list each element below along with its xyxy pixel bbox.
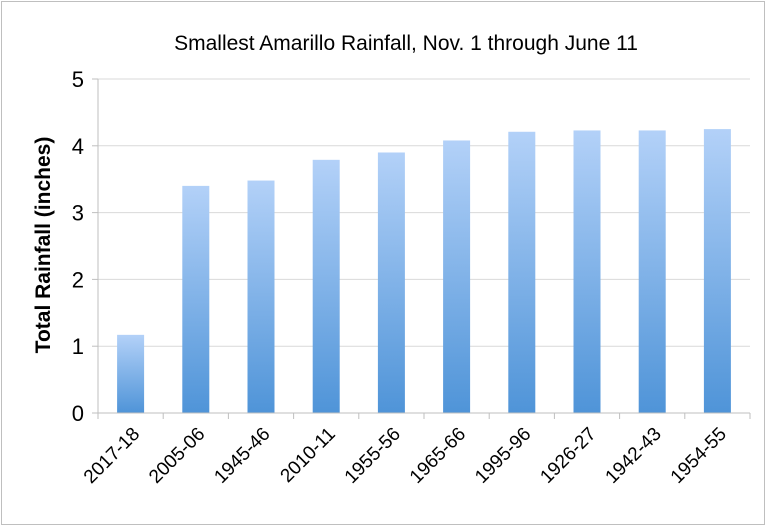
y-tick-label: 4 [72,134,84,159]
bar-2010-11 [312,159,340,413]
x-tick-label: 1926-27 [536,424,600,488]
bar-1965-66 [443,140,471,413]
bar-1942-43 [638,130,666,413]
x-tick-label: 1965-66 [406,424,470,488]
bar-1955-56 [377,152,405,414]
x-tick-label: 1954-55 [667,424,731,488]
bar-2017-18 [117,334,145,413]
x-tick-label: 2010-11 [277,424,340,487]
y-tick-label: 3 [72,201,84,226]
x-tick-label: 2005-06 [145,424,209,488]
y-tick-label: 2 [72,267,84,292]
x-tick-labels: 2017-18 2005-06 1945-46 2010-11 1955-56 1965-… [80,413,751,488]
y-tick-label: 0 [72,401,84,426]
bar-2005-06 [182,185,210,413]
bar-1926-27 [573,130,601,413]
bars [117,129,731,414]
chart-title: Smallest Amarillo Rainfall, Nov. 1 throu… [174,32,638,55]
y-tick-label: 1 [72,334,84,359]
bar-1995-96 [508,131,536,413]
y-tick-labels: 0 1 2 3 4 5 [72,67,84,426]
bar-1945-46 [247,180,275,413]
x-tick-label: 2017-18 [80,424,144,488]
x-tick-label: 1955-56 [341,424,405,488]
x-tick-label: 1945-46 [210,424,274,488]
bar-1954-55 [703,129,731,413]
y-axis-label: Total Rainfall (inches) [32,137,55,354]
x-tick-label: 1995-96 [471,424,535,488]
x-tick-label: 1942-43 [602,424,666,488]
y-tick-label: 5 [72,67,84,92]
